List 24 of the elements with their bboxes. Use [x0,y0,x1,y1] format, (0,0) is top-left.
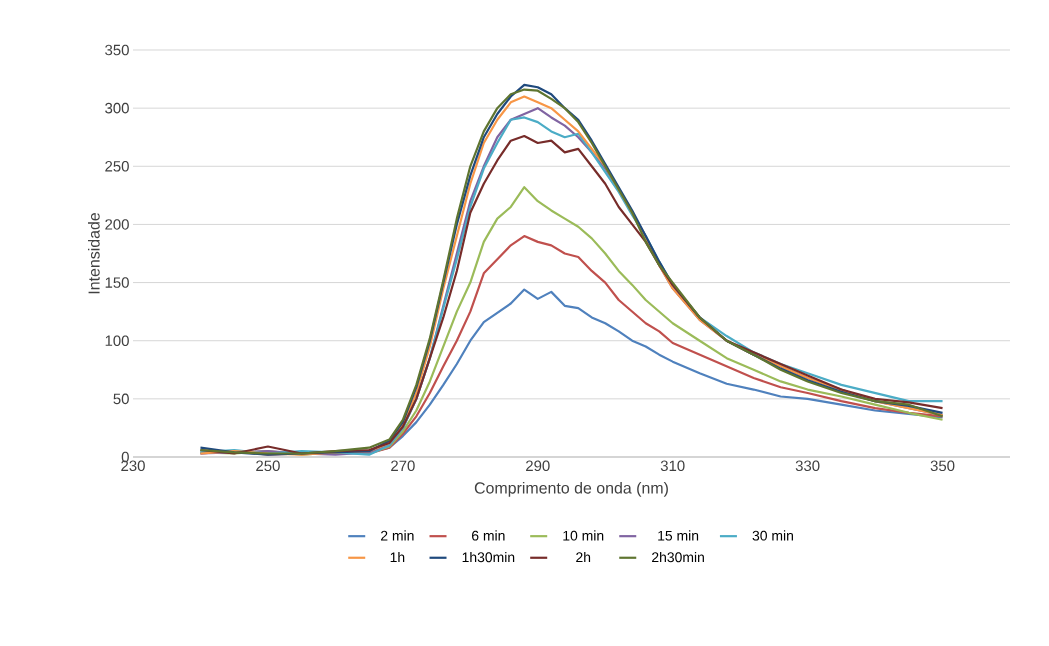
legend-label: 2 min [381,530,414,541]
y-tick-label: 350 [105,44,129,56]
y-tick-label: 100 [105,335,129,346]
x-tick-label: 290 [526,460,550,472]
x-tick-label: 330 [795,460,820,472]
x-tick-label: 310 [660,460,685,472]
legend-label: 15 min [658,530,699,541]
y-tick-label: 150 [105,277,129,288]
y-tick-label: 200 [105,219,129,230]
x-tick-label: 250 [256,460,280,472]
y-tick-label: 50 [113,393,129,405]
x-axis-title: Comprimento de onda (nm) [474,481,668,497]
y-tick-label: 250 [105,160,129,172]
legend-label: 1h [390,551,405,563]
legend-label: 10 min [563,530,604,541]
legend-label: 2h30min [652,551,704,563]
x-tick-label: 270 [391,460,415,472]
y-tick-label: 300 [105,102,129,114]
legend-label: 1h30min [462,551,515,563]
legend-label: 30 min [752,530,793,541]
y-axis-title: Intensidade [88,213,100,294]
legend-label: 2h [576,551,591,563]
legend-label: 6 min [472,530,505,541]
x-tick-label: 350 [930,460,955,472]
